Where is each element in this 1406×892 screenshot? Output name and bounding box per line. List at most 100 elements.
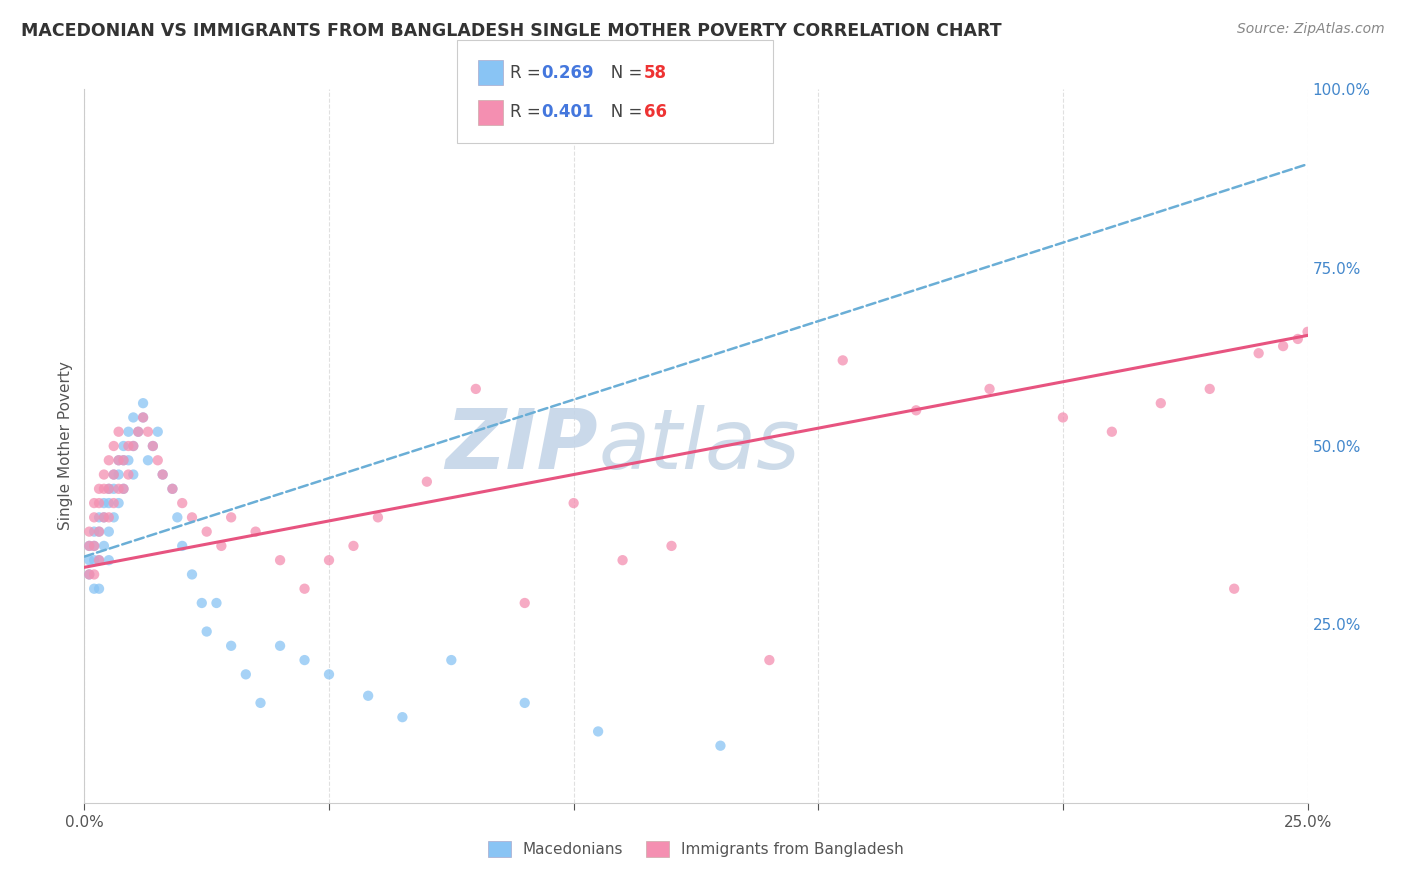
Point — [1272, 339, 1295, 353]
Point — [235, 667, 257, 681]
Point — [294, 582, 316, 596]
Point — [294, 653, 316, 667]
Point — [152, 467, 174, 482]
Point — [83, 539, 105, 553]
Point — [77, 567, 100, 582]
Text: R =: R = — [510, 63, 547, 82]
Point — [103, 467, 125, 482]
Point — [103, 467, 125, 482]
Point — [87, 496, 110, 510]
Point — [464, 382, 486, 396]
Point — [87, 582, 110, 596]
Point — [146, 453, 169, 467]
Point — [562, 496, 585, 510]
Point — [166, 510, 188, 524]
Point — [979, 382, 1001, 396]
Point — [77, 553, 100, 567]
Point — [1296, 325, 1319, 339]
Point — [513, 596, 536, 610]
Point — [195, 624, 218, 639]
Point — [122, 439, 145, 453]
Point — [97, 482, 120, 496]
Point — [209, 539, 232, 553]
Point — [87, 510, 110, 524]
Point — [219, 639, 242, 653]
Point — [1198, 382, 1220, 396]
Point — [93, 510, 115, 524]
Point — [122, 410, 145, 425]
Point — [107, 467, 129, 482]
Point — [103, 439, 125, 453]
Point — [709, 739, 731, 753]
Point — [142, 439, 165, 453]
Point — [97, 453, 120, 467]
Point — [107, 453, 129, 467]
Point — [97, 496, 120, 510]
Point — [97, 553, 120, 567]
Point — [172, 496, 194, 510]
Point — [661, 539, 683, 553]
Point — [87, 482, 110, 496]
Point — [136, 425, 159, 439]
Point — [112, 482, 135, 496]
Point — [1286, 332, 1309, 346]
Point — [83, 567, 105, 582]
Text: atlas: atlas — [598, 406, 800, 486]
Point — [1101, 425, 1123, 439]
Point — [181, 510, 204, 524]
Point — [127, 425, 149, 439]
Point — [146, 425, 169, 439]
Text: R =: R = — [510, 103, 547, 121]
Point — [318, 667, 340, 681]
Point — [112, 482, 135, 496]
Point — [83, 524, 105, 539]
Point — [77, 524, 100, 539]
Text: 0.269: 0.269 — [541, 63, 593, 82]
Point — [112, 453, 135, 467]
Point — [122, 467, 145, 482]
Point — [103, 510, 125, 524]
Point — [83, 496, 105, 510]
Point — [83, 510, 105, 524]
Point — [97, 510, 120, 524]
Text: Source: ZipAtlas.com: Source: ZipAtlas.com — [1237, 22, 1385, 37]
Point — [83, 582, 105, 596]
Point — [103, 482, 125, 496]
Point — [162, 482, 184, 496]
Point — [612, 553, 634, 567]
Point — [162, 482, 184, 496]
Point — [132, 410, 155, 425]
Point — [1150, 396, 1173, 410]
Point — [93, 539, 115, 553]
Text: ZIP: ZIP — [446, 406, 598, 486]
Point — [172, 539, 194, 553]
Point — [83, 553, 105, 567]
Point — [83, 539, 105, 553]
Point — [586, 724, 609, 739]
Point — [107, 425, 129, 439]
Point — [77, 539, 100, 553]
Legend: Macedonians, Immigrants from Bangladesh: Macedonians, Immigrants from Bangladesh — [482, 835, 910, 863]
Point — [195, 524, 218, 539]
Point — [87, 553, 110, 567]
Point — [136, 453, 159, 467]
Point — [181, 567, 204, 582]
Point — [219, 510, 242, 524]
Text: 66: 66 — [644, 103, 666, 121]
Text: 58: 58 — [644, 63, 666, 82]
Point — [905, 403, 928, 417]
Point — [342, 539, 364, 553]
Point — [1223, 582, 1246, 596]
Point — [93, 482, 115, 496]
Point — [93, 510, 115, 524]
Text: N =: N = — [595, 63, 647, 82]
Point — [416, 475, 439, 489]
Point — [117, 453, 139, 467]
Point — [191, 596, 214, 610]
Point — [513, 696, 536, 710]
Point — [205, 596, 228, 610]
Point — [142, 439, 165, 453]
Point — [122, 439, 145, 453]
Point — [77, 567, 100, 582]
Text: N =: N = — [595, 103, 647, 121]
